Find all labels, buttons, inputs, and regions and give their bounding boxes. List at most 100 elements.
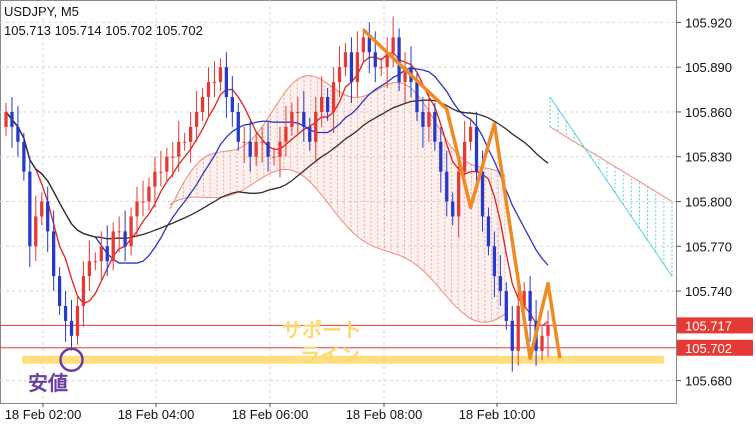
candle-body <box>93 261 97 263</box>
candle-body <box>105 246 109 262</box>
candle-body <box>22 141 26 172</box>
candle-body <box>218 67 223 83</box>
x-tick-label: 18 Feb 10:00 <box>459 407 536 422</box>
chart-symbol: USDJPY, M5 <box>4 4 79 19</box>
candle-body <box>242 141 246 143</box>
candle-body <box>349 52 354 83</box>
y-tick-label: 105.770 <box>685 239 732 254</box>
candle-body <box>474 126 479 172</box>
candle-body <box>373 52 377 68</box>
candle-body <box>129 216 133 247</box>
candle-body <box>492 246 497 277</box>
ma-slow <box>5 99 549 240</box>
support-band <box>22 355 664 364</box>
y-tick-label: 105.890 <box>685 60 732 75</box>
low-annotation: 安値 <box>28 371 68 395</box>
y-tick-label: 105.800 <box>685 195 732 210</box>
candle-body <box>290 111 294 127</box>
candle-body <box>516 305 520 351</box>
candle-body <box>391 37 395 53</box>
y-tick-label: 105.860 <box>685 105 732 120</box>
candle-body <box>159 171 163 173</box>
candle-body <box>177 141 181 157</box>
price-tag-label: 105.717 <box>685 318 732 333</box>
price-tag-bg <box>677 317 753 334</box>
candle-body <box>421 111 425 127</box>
x-tick-label: 18 Feb 02:00 <box>5 407 82 422</box>
future-span-a <box>549 96 673 277</box>
candle-body <box>302 111 306 127</box>
candle-body <box>486 216 491 247</box>
ohlc-readout: 105.713 105.714 105.702 105.702 <box>4 23 203 38</box>
future-span-b <box>549 126 673 202</box>
candle-body <box>16 126 20 142</box>
candle-body <box>236 111 240 142</box>
candle-body <box>427 111 431 127</box>
candle-body <box>510 320 514 351</box>
candle-body <box>528 291 532 321</box>
candle-body <box>171 156 175 158</box>
candle-body <box>260 141 264 143</box>
candle-body <box>69 320 74 336</box>
candle-body <box>87 261 92 277</box>
candle-body <box>480 171 485 217</box>
candle-body <box>504 291 508 321</box>
candle-body <box>361 37 366 53</box>
candle-body <box>397 37 401 83</box>
candle-body <box>343 52 348 68</box>
candle-body <box>10 111 14 127</box>
candle-body <box>165 156 169 172</box>
swing-low-circle <box>59 347 84 372</box>
moving-averages <box>5 51 549 327</box>
candlesticks <box>4 16 550 372</box>
support-annotation-line1: サポート <box>282 318 362 342</box>
candle-body <box>188 126 193 142</box>
candle-body <box>46 201 50 232</box>
axes: 105.920 105.890 105.860 105.830 105.800 105.7… <box>5 15 753 422</box>
candle-body <box>248 141 252 157</box>
ma-mid <box>5 67 549 266</box>
candle-body <box>462 141 467 172</box>
candle-body <box>63 305 68 321</box>
price-tag-label: 105.702 <box>685 341 732 356</box>
candle-body <box>111 231 115 262</box>
candle-body <box>415 82 419 112</box>
candle-body <box>308 126 312 142</box>
senkou-span-b <box>169 168 506 323</box>
candle-body <box>451 201 455 217</box>
candle-body <box>296 111 300 113</box>
candle-body <box>379 67 383 69</box>
candle-body <box>75 305 80 336</box>
candle-body <box>457 171 461 217</box>
candle-body <box>445 171 449 202</box>
candle-body <box>183 141 187 143</box>
candle-body <box>135 201 139 217</box>
candle-body <box>439 141 443 172</box>
x-tick-label: 18 Feb 04:00 <box>118 407 195 422</box>
candle-body <box>385 52 389 68</box>
ma-fast <box>5 51 549 327</box>
candle-body <box>52 231 56 277</box>
candle-body <box>99 246 103 262</box>
candle-body <box>403 67 407 83</box>
candle-body <box>40 201 44 217</box>
support-line-band <box>0 324 676 364</box>
candle-body <box>272 156 276 158</box>
support-annotation-line2: ライン <box>300 343 360 367</box>
grid <box>0 0 677 404</box>
candle-body <box>153 171 157 187</box>
candle-body <box>117 231 121 233</box>
candle-body <box>28 171 32 247</box>
candle-body <box>57 276 62 306</box>
candle-body <box>224 67 229 98</box>
candle-body <box>34 216 38 247</box>
y-tick-label: 105.830 <box>685 150 732 165</box>
candle-body <box>4 111 8 127</box>
trend-zigzag <box>59 28 562 372</box>
candle-body <box>266 141 270 157</box>
candle-body <box>546 325 550 336</box>
candle-body <box>147 186 151 202</box>
candle-body <box>314 111 318 142</box>
y-tick-label: 105.920 <box>685 15 732 30</box>
